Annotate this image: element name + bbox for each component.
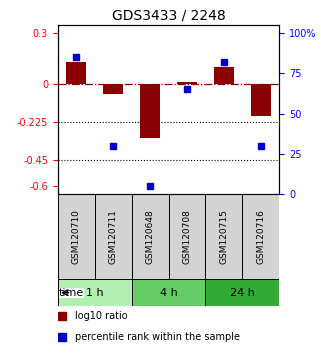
Text: GSM120710: GSM120710	[72, 209, 81, 264]
FancyBboxPatch shape	[132, 279, 205, 306]
FancyBboxPatch shape	[169, 194, 205, 279]
Bar	[66, 62, 86, 84]
Text: 4 h: 4 h	[160, 288, 178, 298]
Text: GSM120711: GSM120711	[108, 209, 118, 264]
Text: GSM120716: GSM120716	[256, 209, 265, 264]
Bar	[103, 84, 123, 94]
Title: GDS3433 / 2248: GDS3433 / 2248	[112, 8, 225, 22]
Bar	[251, 84, 271, 116]
FancyBboxPatch shape	[58, 279, 132, 306]
Bar	[140, 84, 160, 138]
FancyBboxPatch shape	[205, 194, 242, 279]
Text: time: time	[58, 288, 84, 298]
Text: GSM120715: GSM120715	[219, 209, 229, 264]
FancyBboxPatch shape	[205, 279, 279, 306]
Text: GSM120648: GSM120648	[145, 209, 155, 264]
Text: log10 ratio: log10 ratio	[75, 312, 128, 321]
Bar	[214, 67, 234, 84]
FancyBboxPatch shape	[132, 194, 169, 279]
FancyBboxPatch shape	[242, 194, 279, 279]
FancyBboxPatch shape	[58, 194, 95, 279]
Text: 24 h: 24 h	[230, 288, 255, 298]
Text: 1 h: 1 h	[86, 288, 103, 298]
Bar	[177, 82, 197, 84]
FancyBboxPatch shape	[95, 194, 132, 279]
Text: percentile rank within the sample: percentile rank within the sample	[75, 332, 240, 342]
Text: GSM120708: GSM120708	[182, 209, 192, 264]
